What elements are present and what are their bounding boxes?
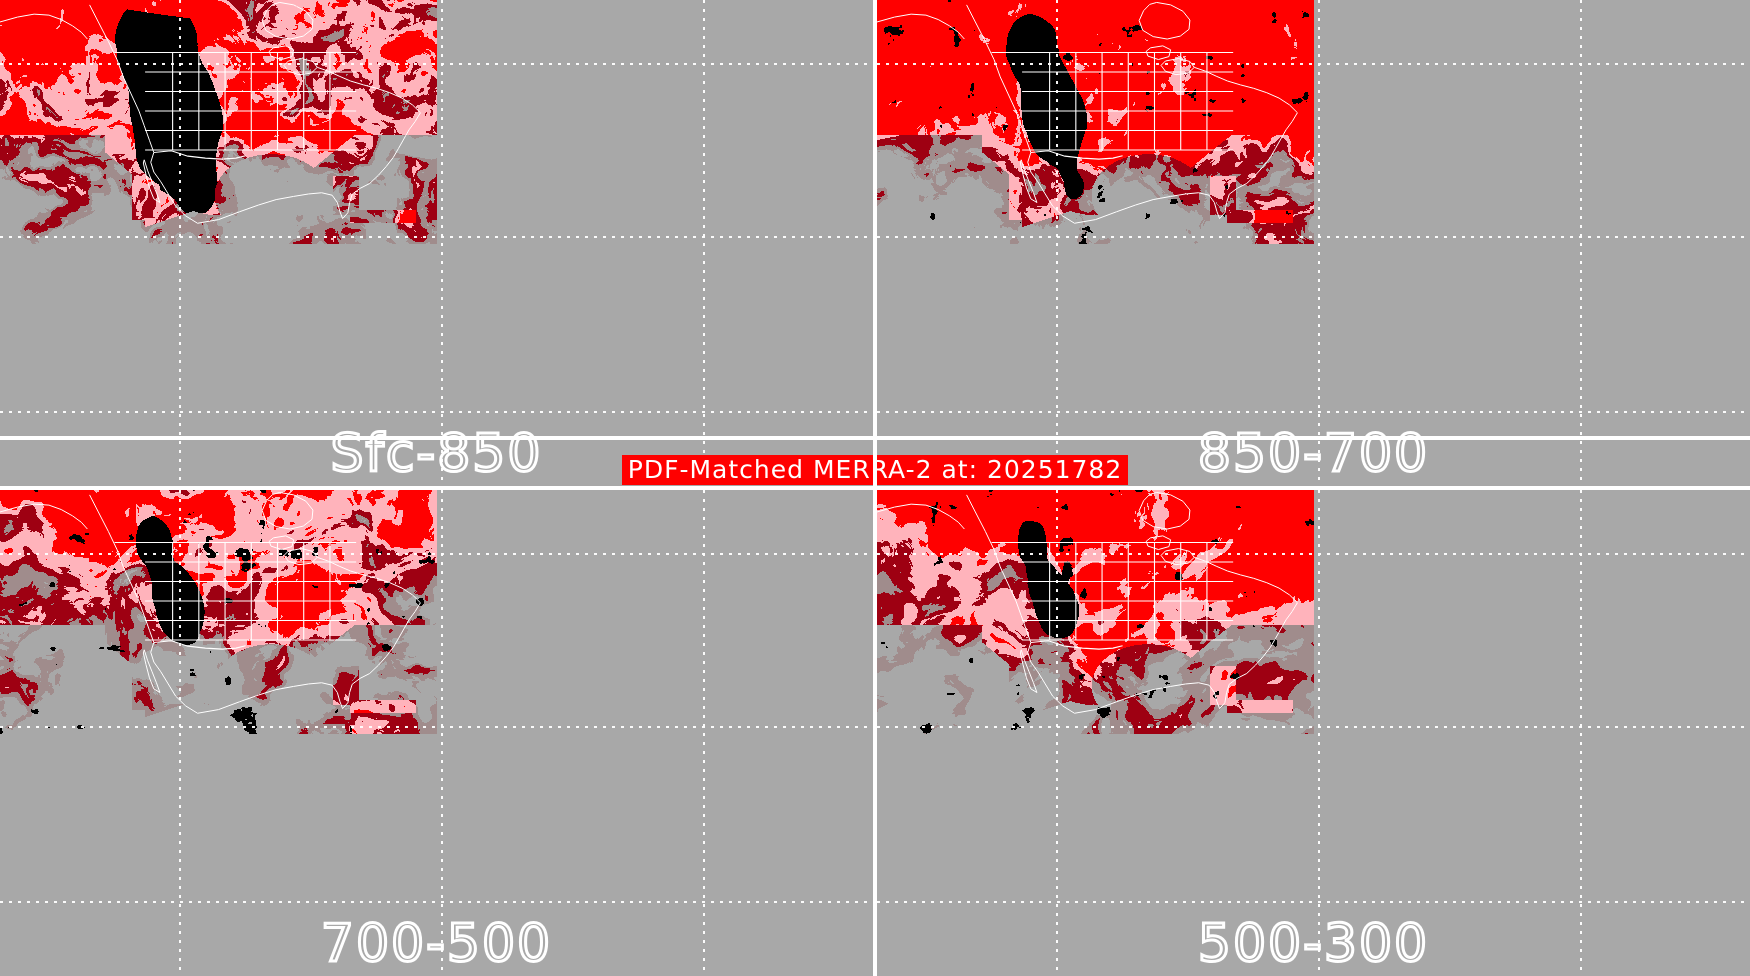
longitude-gridline	[1317, 490, 1320, 976]
longitude-gridline	[440, 0, 443, 486]
panel-850-700[interactable]: 850-700	[877, 0, 1750, 486]
latitude-gridline	[877, 410, 1750, 413]
figure-title-prefix: PDF-Matched MERRA-2 at:	[627, 455, 979, 484]
latitude-gridline	[0, 900, 873, 903]
map-raster-850-700	[877, 0, 1314, 244]
longitude-gridline	[702, 0, 705, 486]
panel-500-300[interactable]: 500-300	[877, 490, 1750, 976]
panel-label-700-500: 700-500	[319, 914, 553, 974]
longitude-gridline	[702, 490, 705, 976]
latitude-gridline	[877, 900, 1750, 903]
latitude-gridline	[0, 410, 873, 413]
longitude-gridline	[440, 490, 443, 976]
longitude-gridline	[1579, 0, 1582, 486]
figure-title-timestamp: 20251782	[986, 455, 1123, 484]
panel-divider-vertical	[873, 0, 877, 976]
longitude-gridline	[1579, 490, 1582, 976]
map-raster-500-300	[877, 490, 1314, 734]
longitude-gridline	[1317, 0, 1320, 486]
map-raster-700-500	[0, 490, 437, 734]
map-raster-sfc-850	[0, 0, 437, 244]
panel-label-500-300: 500-300	[1196, 914, 1430, 974]
panel-sfc-850[interactable]: Sfc-850	[0, 0, 873, 486]
panel-700-500[interactable]: 700-500	[0, 490, 873, 976]
